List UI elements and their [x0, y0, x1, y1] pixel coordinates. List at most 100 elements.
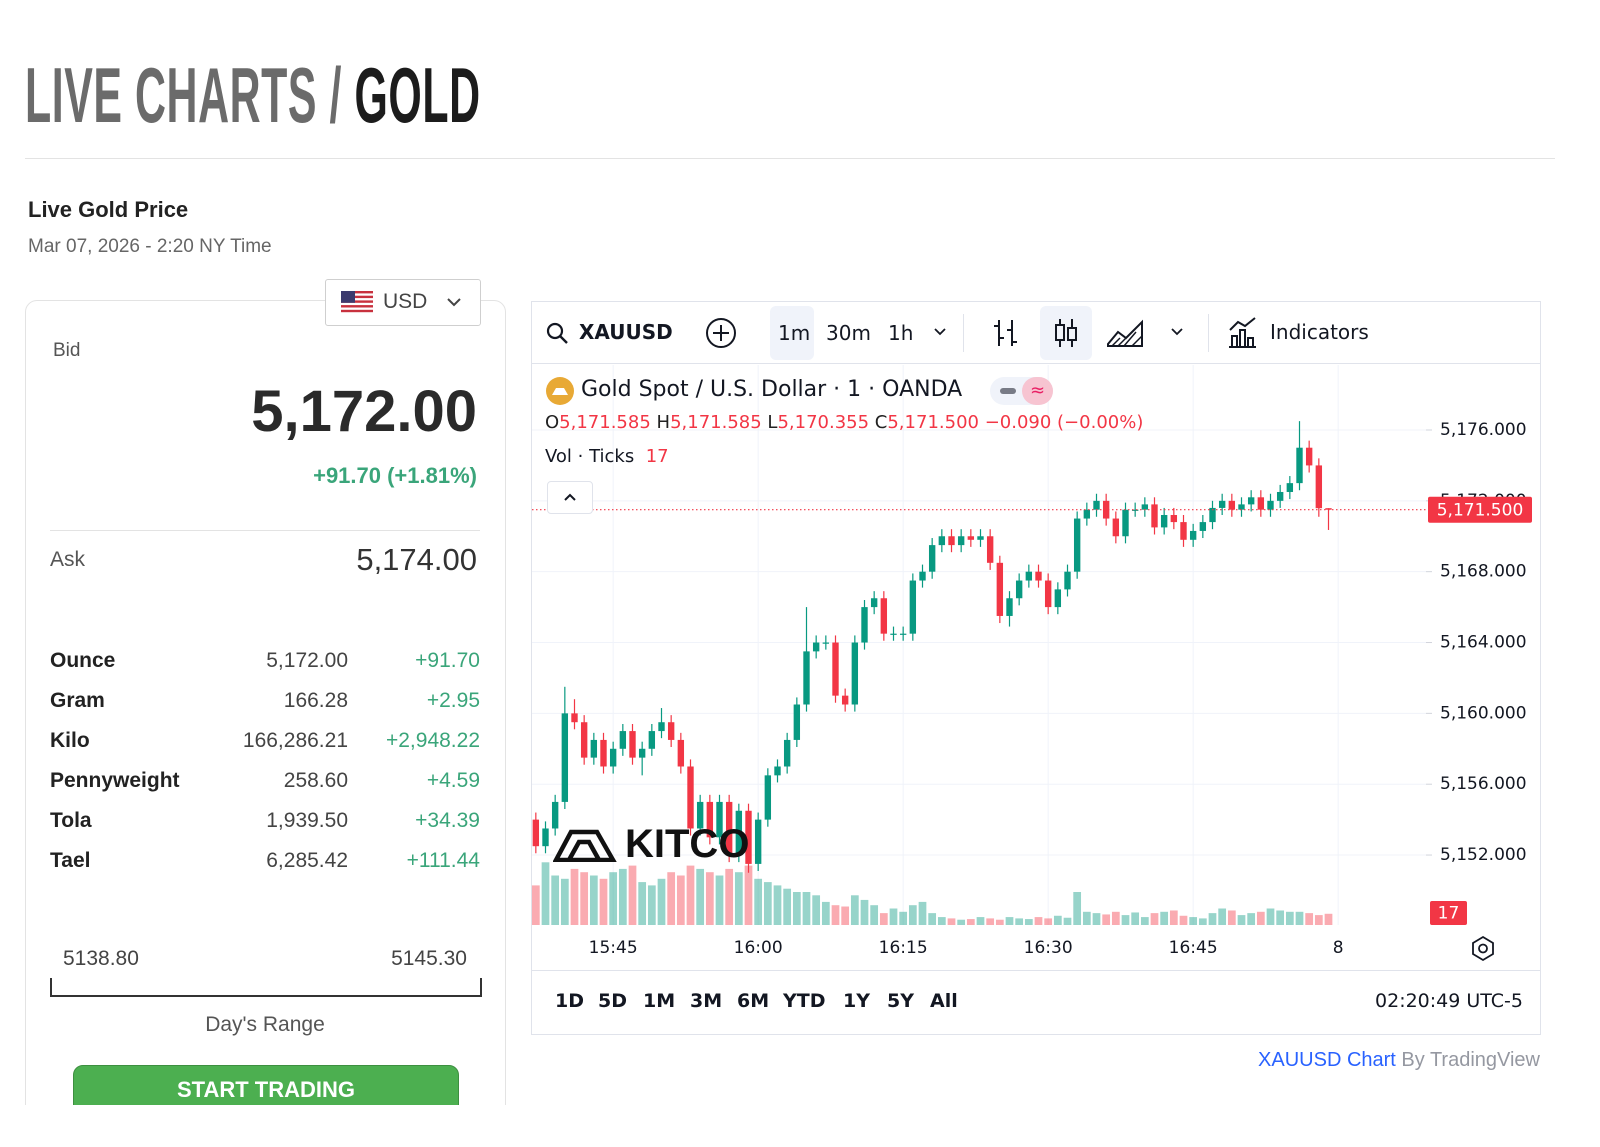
- interval-button[interactable]: 30m: [826, 321, 871, 345]
- unit-row: Kilo 166,286.21 +2,948.22: [50, 729, 480, 759]
- separator: [1208, 314, 1209, 352]
- area-style-button[interactable]: [1106, 318, 1146, 348]
- unit-name: Gram: [50, 689, 105, 712]
- unit-name: Ounce: [50, 649, 116, 672]
- search-icon: [546, 322, 568, 344]
- range-button[interactable]: 5Y: [887, 990, 914, 1012]
- legend-title: Gold Spot / U.S. Dollar · 1 · OANDA: [581, 377, 963, 402]
- unit-price: 166.28: [283, 689, 348, 712]
- compare-button[interactable]: [705, 317, 737, 349]
- range-bar: [50, 978, 482, 997]
- separator: [963, 314, 964, 352]
- unit-name: Kilo: [50, 729, 90, 752]
- unit-price: 258.60: [283, 769, 348, 792]
- candles-style-button[interactable]: [1040, 306, 1092, 360]
- ohlc-legend: O5,171.585 H5,171.585 L5,170.355 C5,171.…: [545, 412, 1143, 433]
- unit-change: +111.44: [406, 849, 480, 872]
- range-low: 5138.80: [63, 947, 139, 970]
- range-button[interactable]: All: [930, 990, 958, 1012]
- bid-price: 5,172.00: [251, 379, 477, 444]
- unit-name: Tola: [50, 809, 92, 832]
- range-button[interactable]: 1M: [643, 990, 676, 1012]
- range-button[interactable]: 5D: [598, 990, 627, 1012]
- divider: [50, 530, 480, 531]
- symbol: XAUUSD: [579, 320, 673, 344]
- kitco-logo: [553, 829, 617, 862]
- start-trading-button[interactable]: START TRADING: [73, 1065, 459, 1107]
- range-button[interactable]: 3M: [690, 990, 723, 1012]
- us-flag: [341, 291, 373, 313]
- unit-price: 1,939.50: [266, 809, 348, 832]
- ohlc-key: L: [767, 412, 778, 433]
- unit-row: Tola 1,939.50 +34.39: [50, 809, 480, 839]
- market-status[interactable]: ≈: [990, 377, 1053, 405]
- style-menu[interactable]: [1169, 326, 1185, 338]
- status-dot: [1000, 388, 1016, 394]
- chart-widget: [531, 301, 1541, 1035]
- range-button[interactable]: 6M: [737, 990, 770, 1012]
- chevron-down: [447, 298, 461, 307]
- unit-name: Pennyweight: [50, 769, 180, 792]
- interval-button[interactable]: 1h: [888, 321, 914, 345]
- bid-label: Bid: [53, 340, 81, 361]
- ohlc-key: C: [874, 412, 888, 433]
- unit-name: Tael: [50, 849, 91, 872]
- attribution-by: By TradingView: [1401, 1049, 1540, 1071]
- attribution: XAUUSD Chart By TradingView: [1258, 1049, 1540, 1072]
- panel-heading: Live Gold Price: [28, 197, 189, 222]
- unit-row: Tael 6,285.42 +111.44: [50, 849, 480, 879]
- timestamp: Mar 07, 2026 - 2:20 NY Time: [28, 236, 272, 257]
- ohlc-value: 5,171.585: [670, 412, 762, 433]
- volume-legend: Vol · Ticks 17: [545, 446, 669, 467]
- indicators-label: Indicators: [1270, 320, 1369, 344]
- title-prefix: LIVE CHARTS /: [25, 51, 343, 139]
- range-high: 5145.30: [391, 947, 467, 970]
- currency-code: USD: [383, 290, 428, 313]
- volume-legend-value: 17: [645, 446, 669, 467]
- unit-row: Gram 166.28 +2.95: [50, 689, 480, 719]
- symbol-logo: [546, 377, 574, 405]
- interval-button[interactable]: 1m: [778, 321, 811, 345]
- collapse-legend-button[interactable]: [547, 481, 593, 514]
- ask-price: 5,174.00: [356, 542, 477, 577]
- range-bar-border: [532, 970, 1540, 971]
- page-title: LIVE CHARTS / GOLD: [25, 50, 481, 141]
- interval-selected-bg: [770, 306, 814, 360]
- ohlc-value: 5,170.355: [777, 412, 870, 433]
- unit-change: +2.95: [426, 689, 480, 712]
- bars-style-button[interactable]: [990, 316, 1022, 350]
- unit-change: +91.70: [415, 649, 480, 672]
- unit-price: 5,172.00: [266, 649, 348, 672]
- page-bottom: [0, 1105, 1600, 1147]
- chevron-up: [564, 493, 576, 501]
- indicators-icon: [1229, 317, 1256, 348]
- attribution-link[interactable]: XAUUSD Chart: [1258, 1049, 1396, 1071]
- ohlc-value: 5,171.585: [559, 412, 651, 433]
- ohlc-change: −0.090 (−0.00%): [984, 412, 1144, 433]
- range-button[interactable]: YTD: [783, 990, 826, 1012]
- ask-label: Ask: [50, 548, 86, 571]
- unit-change: +2,948.22: [385, 729, 480, 752]
- range-button[interactable]: 1D: [555, 990, 584, 1012]
- volume-legend-label: Vol · Ticks: [545, 446, 635, 467]
- unit-change: +34.39: [415, 809, 480, 832]
- clock: 02:20:49 UTC-5: [1375, 990, 1523, 1012]
- title-main: GOLD: [354, 51, 481, 139]
- ohlc-value: 5,171.500: [887, 412, 979, 433]
- unit-change: +4.59: [426, 769, 480, 792]
- ohlc-key: H: [656, 412, 671, 433]
- indicators-button[interactable]: Indicators: [1226, 316, 1376, 350]
- divider: [25, 158, 1555, 159]
- ohlc-key: O: [545, 412, 560, 433]
- currency-select[interactable]: USD: [325, 279, 481, 326]
- bid-change: +91.70 (+1.81%): [313, 463, 477, 488]
- interval-menu[interactable]: [932, 326, 948, 338]
- unit-row: Pennyweight 258.60 +4.59: [50, 769, 480, 799]
- unit-row: Ounce 5,172.00 +91.70: [50, 649, 480, 679]
- range-button[interactable]: 1Y: [843, 990, 870, 1012]
- kitco-text: KITCO: [625, 822, 750, 866]
- unit-price: 6,285.42: [266, 849, 348, 872]
- range-caption: Day's Range: [205, 1013, 325, 1036]
